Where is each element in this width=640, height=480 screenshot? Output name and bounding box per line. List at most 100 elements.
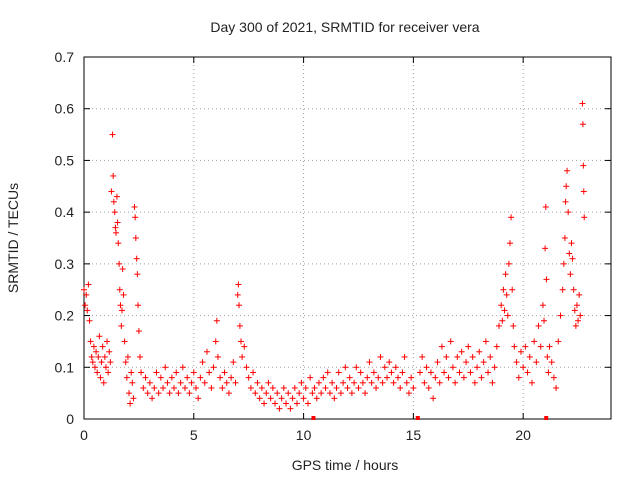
data-point (173, 369, 180, 376)
x-tick-label: 0 (80, 427, 88, 443)
data-point (184, 374, 191, 381)
data-point (206, 369, 213, 376)
y-tick-label: 0 (66, 411, 74, 427)
data-point (335, 369, 342, 376)
data-point (315, 379, 322, 386)
chart-title: Day 300 of 2021, SRMTID for receiver ver… (210, 19, 479, 35)
data-point (100, 379, 107, 386)
data-point (485, 369, 492, 376)
data-point (236, 302, 243, 309)
data-point (300, 395, 307, 402)
data-point (511, 343, 518, 350)
data-point (537, 343, 544, 350)
x-tick-label: 20 (515, 427, 531, 443)
data-point (456, 369, 463, 376)
data-point (438, 343, 445, 350)
data-point (543, 276, 550, 283)
data-point (568, 240, 575, 247)
data-point (579, 121, 586, 128)
data-point (124, 353, 131, 360)
data-point (265, 379, 272, 386)
data-point (340, 379, 347, 386)
data-point (195, 395, 202, 402)
data-point (263, 390, 270, 397)
data-point (322, 384, 329, 391)
data-point (337, 390, 344, 397)
data-point (390, 379, 397, 386)
data-point (419, 353, 426, 360)
data-point (318, 390, 325, 397)
data-point (113, 193, 120, 200)
data-point (252, 390, 259, 397)
data-point (289, 395, 296, 402)
data-point (230, 359, 237, 366)
data-point (524, 369, 531, 376)
data-point (190, 369, 197, 376)
data-point (559, 286, 566, 293)
data-point (405, 390, 412, 397)
data-point (504, 312, 511, 319)
x-axis-label: GPS time / hours (292, 457, 399, 473)
data-point (359, 379, 366, 386)
data-point (392, 364, 399, 371)
data-point (364, 374, 371, 381)
x-tick-label: 5 (190, 427, 198, 443)
data-point (109, 131, 116, 138)
data-point (362, 390, 369, 397)
data-point (570, 286, 577, 293)
y-tick-label: 0.2 (55, 308, 75, 324)
data-point (214, 353, 221, 360)
data-point (171, 384, 178, 391)
data-point (535, 322, 542, 329)
data-point (121, 338, 128, 345)
data-point (443, 353, 450, 360)
data-point (276, 405, 283, 412)
data-point (401, 353, 408, 360)
data-point (384, 374, 391, 381)
data-point (136, 353, 143, 360)
data-point (144, 390, 151, 397)
data-point (228, 374, 235, 381)
data-point (132, 235, 139, 241)
data-point (155, 390, 162, 397)
x-tick-label: 15 (406, 427, 422, 443)
data-point (333, 384, 340, 391)
gridlines (84, 57, 611, 419)
data-point (553, 384, 560, 391)
data-point (122, 359, 129, 366)
data-point (487, 353, 494, 360)
data-point (344, 384, 351, 391)
data-point (408, 374, 415, 381)
data-point (123, 374, 130, 381)
data-point (138, 369, 145, 376)
data-point (370, 369, 377, 376)
data-point (580, 162, 587, 169)
data-point (544, 353, 551, 360)
data-point (509, 286, 516, 293)
data-point (491, 364, 498, 371)
y-tick-label: 0.7 (55, 49, 75, 65)
data-point (197, 374, 204, 381)
data-point (381, 364, 388, 371)
data-point (97, 374, 104, 381)
data-point (526, 353, 533, 360)
data-point (130, 395, 137, 402)
data-point (85, 281, 92, 288)
highlight-markers (311, 416, 549, 420)
axis-ticks: 0 5 10 15 20 0 0.1 0.2 0.3 0.4 0.5 0.6 0.7 (55, 49, 611, 443)
data-point (565, 209, 572, 216)
data-point (436, 379, 443, 386)
data-point (576, 291, 583, 298)
data-point (502, 271, 509, 278)
data-point (269, 384, 276, 391)
data-point (517, 348, 524, 355)
data-point (580, 188, 587, 195)
data-point (118, 307, 125, 314)
data-point (208, 384, 215, 391)
x-tick-label: 10 (296, 427, 312, 443)
data-point (199, 359, 206, 366)
data-point (569, 255, 576, 262)
data-point (129, 379, 136, 386)
data-point (256, 395, 263, 402)
